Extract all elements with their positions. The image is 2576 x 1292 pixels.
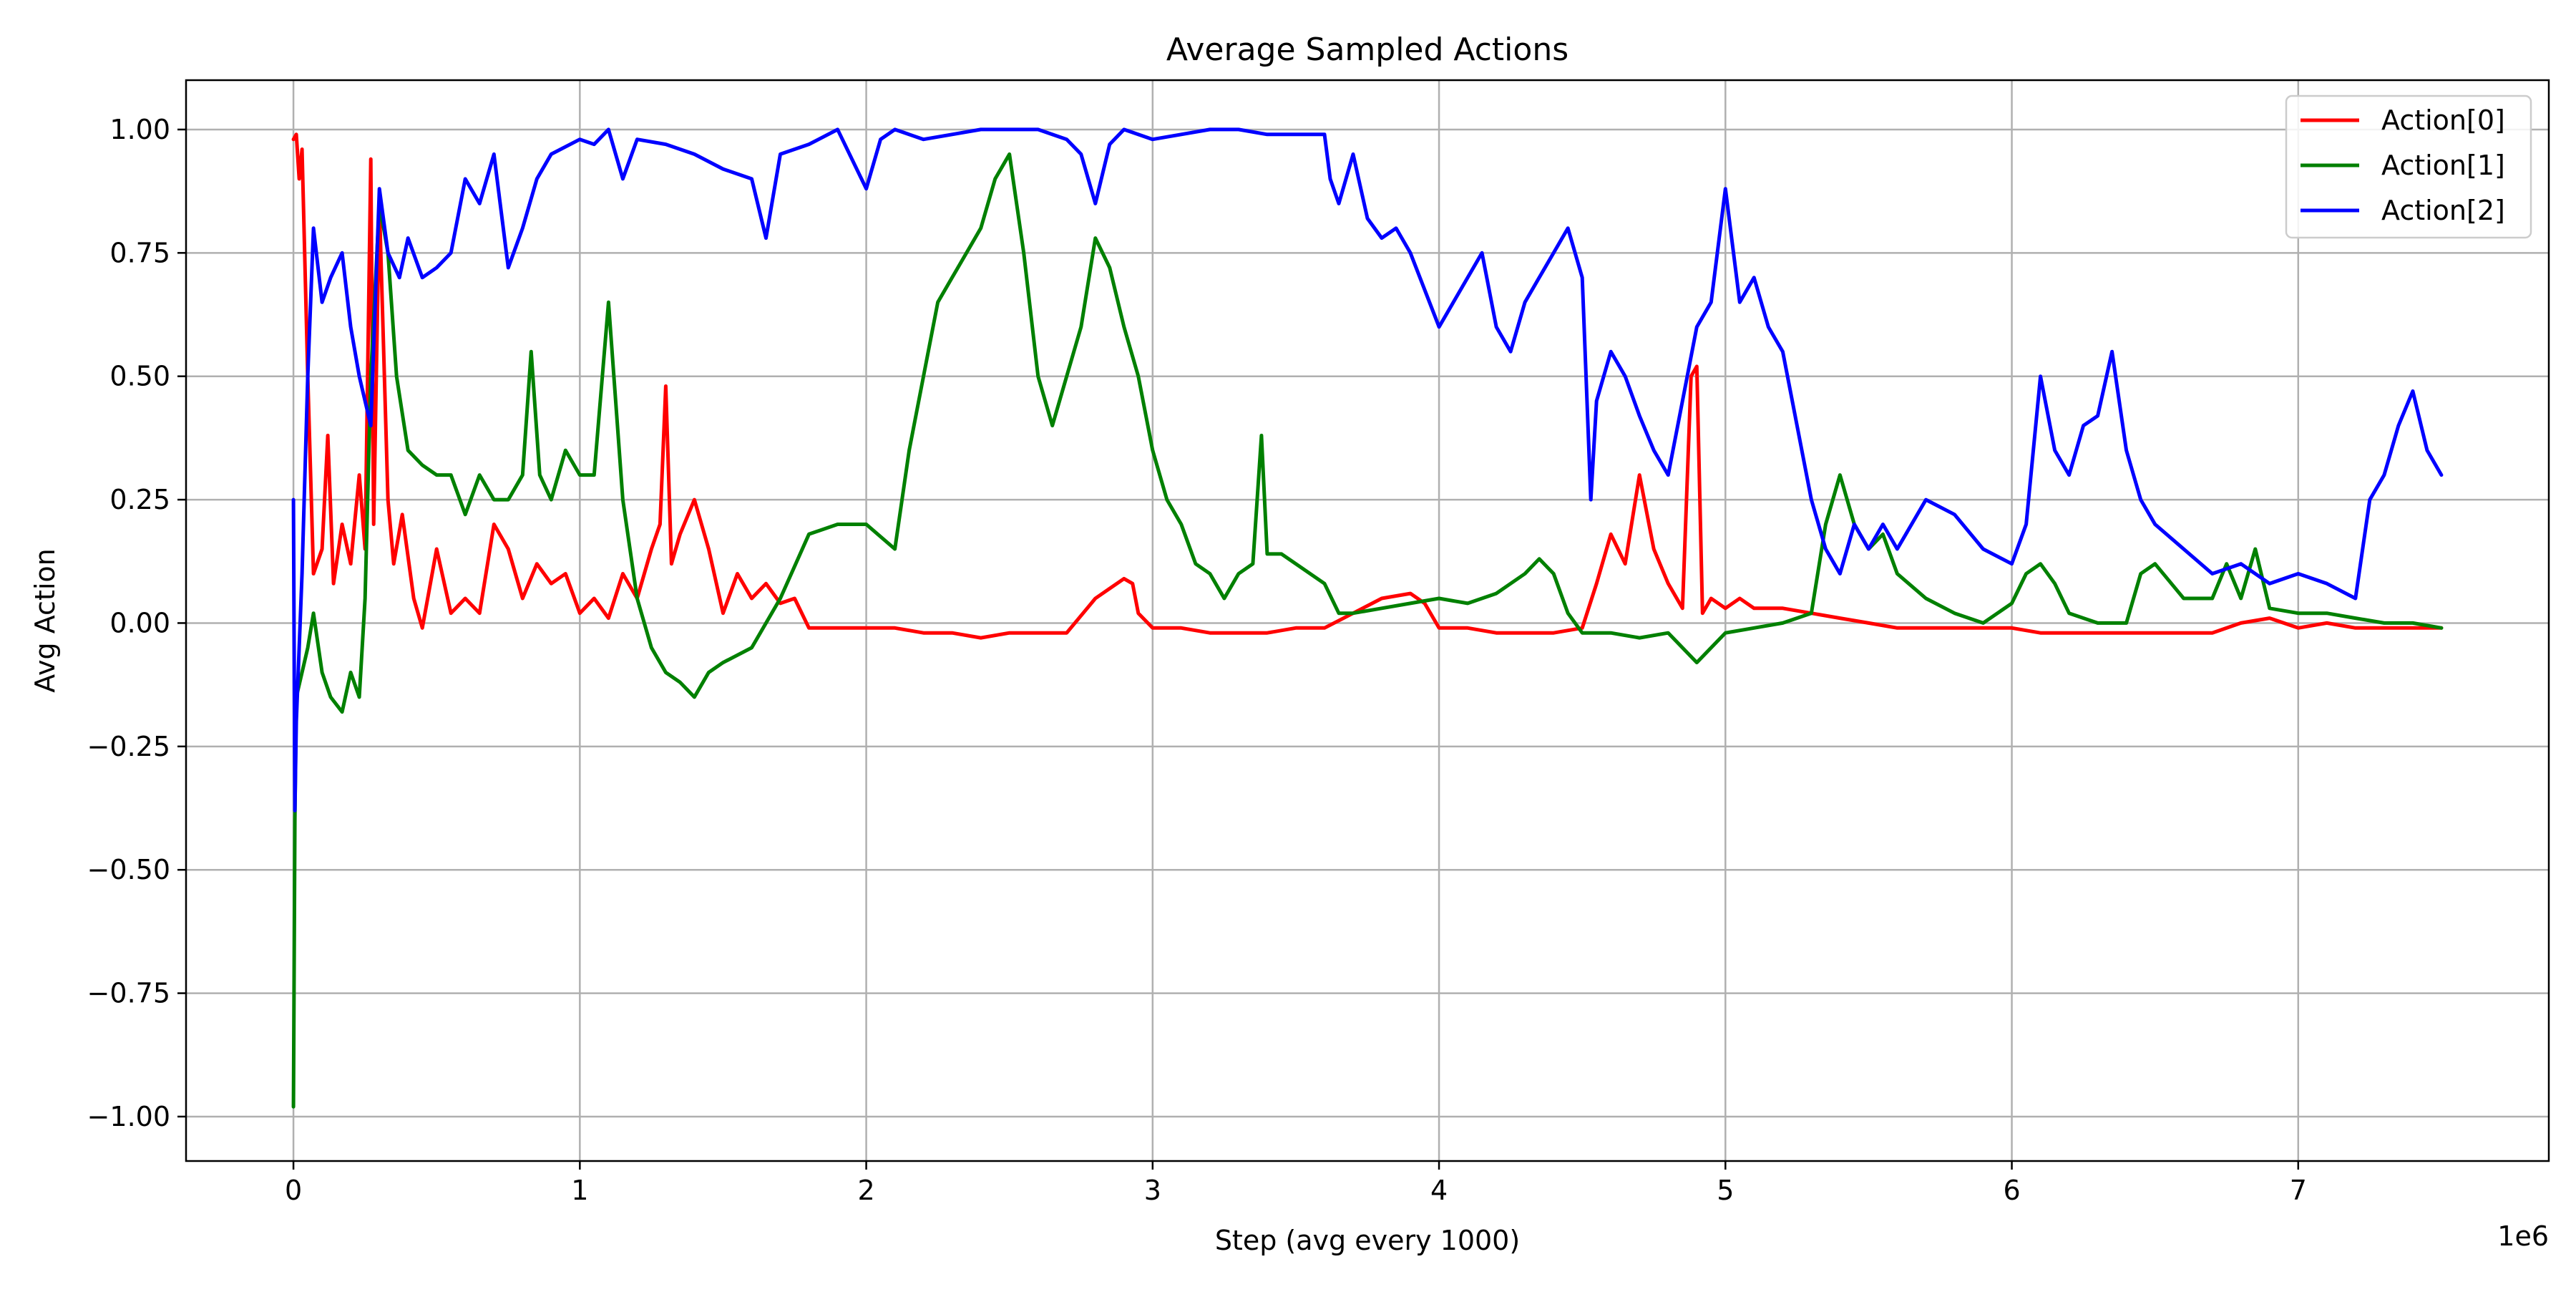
legend-entry-action-1: Action[1] bbox=[2301, 150, 2505, 181]
x-tick-label: 3 bbox=[1144, 1175, 1161, 1206]
legend-frame bbox=[2285, 94, 2532, 239]
x-tick-label: 1 bbox=[571, 1175, 588, 1206]
y-tick-label: 0.00 bbox=[109, 607, 170, 638]
plot-frame bbox=[185, 79, 2550, 1162]
chart-title: Average Sampled Actions bbox=[1166, 31, 1568, 68]
series-line-action-2 bbox=[291, 127, 2444, 812]
grid bbox=[186, 80, 2549, 1161]
series-line-action-0 bbox=[291, 132, 2444, 640]
legend-entry-action-0: Action[0] bbox=[2301, 105, 2505, 136]
x-axis-label: Step (avg every 1000) bbox=[1215, 1225, 1520, 1256]
x-tick-label: 2 bbox=[857, 1175, 874, 1206]
legend-label-action-0: Action[0] bbox=[2381, 105, 2505, 136]
y-tick-label: 1.00 bbox=[109, 114, 170, 145]
x-tick-label: 4 bbox=[1430, 1175, 1448, 1206]
x-tick-label: 5 bbox=[1717, 1175, 1734, 1206]
legend-label-action-2: Action[2] bbox=[2381, 195, 2505, 226]
series-line-action-1 bbox=[291, 152, 2444, 1109]
x-axis-offset-label: 1e6 bbox=[2497, 1220, 2549, 1252]
legend-label-action-1: Action[1] bbox=[2381, 150, 2505, 181]
y-tick-label: −0.75 bbox=[87, 978, 170, 1009]
series-lines bbox=[291, 127, 2444, 1109]
y-tick-label: −1.00 bbox=[87, 1101, 170, 1132]
legend: Action[0] Action[1] Action[2] bbox=[2285, 94, 2532, 239]
y-tick-label: 0.25 bbox=[109, 484, 170, 515]
y-tick-label: −0.25 bbox=[87, 731, 170, 762]
axis-ticks: 0 1 2 3 4 5 6 7 −1.00 −0.75 −0.50 −0.25 0.00 0.25 0.50… bbox=[87, 114, 2307, 1206]
y-tick-label: 0.50 bbox=[109, 361, 170, 392]
x-tick-label: 6 bbox=[2003, 1175, 2020, 1206]
y-tick-label: 0.75 bbox=[109, 237, 170, 268]
x-tick-label: 7 bbox=[2290, 1175, 2307, 1206]
x-tick-label: 0 bbox=[285, 1175, 302, 1206]
y-axis-label: Avg Action bbox=[29, 548, 61, 692]
legend-entry-action-2: Action[2] bbox=[2301, 195, 2505, 226]
y-tick-label: −0.50 bbox=[87, 854, 170, 885]
